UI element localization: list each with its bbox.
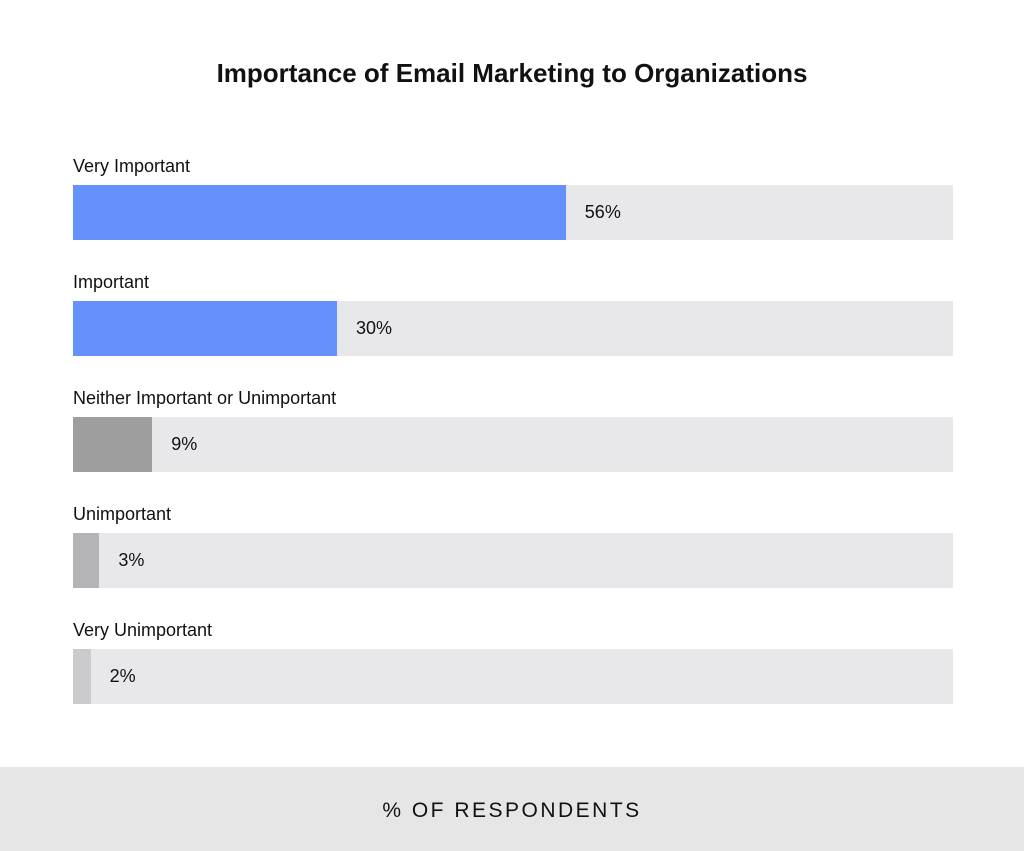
x-axis-band: % OF RESPONDENTS [0, 767, 1024, 851]
data-label: 9% [171, 434, 198, 454]
bar [73, 301, 337, 356]
x-axis-label: % OF RESPONDENTS [382, 799, 642, 822]
bar-track: 3% [73, 533, 953, 588]
data-label: 2% [109, 666, 136, 686]
bar [73, 649, 91, 704]
bar [73, 533, 100, 588]
chart-title: Importance of Email Marketing to Organiz… [216, 58, 808, 88]
category-label: Important [73, 272, 150, 292]
category-label: Very Unimportant [73, 620, 213, 640]
bar [73, 417, 153, 472]
data-label: 3% [118, 550, 145, 570]
bar-track: 56% [73, 185, 953, 240]
category-label: Unimportant [73, 504, 172, 524]
bar [73, 185, 566, 240]
bar-track: 30% [73, 301, 953, 356]
data-label: 30% [356, 318, 393, 338]
category-label: Very Important [73, 156, 191, 176]
data-label: 56% [584, 202, 621, 222]
bar-track: 2% [73, 649, 953, 704]
bar-track: 9% [73, 417, 953, 472]
category-label: Neither Important or Unimportant [73, 388, 337, 408]
